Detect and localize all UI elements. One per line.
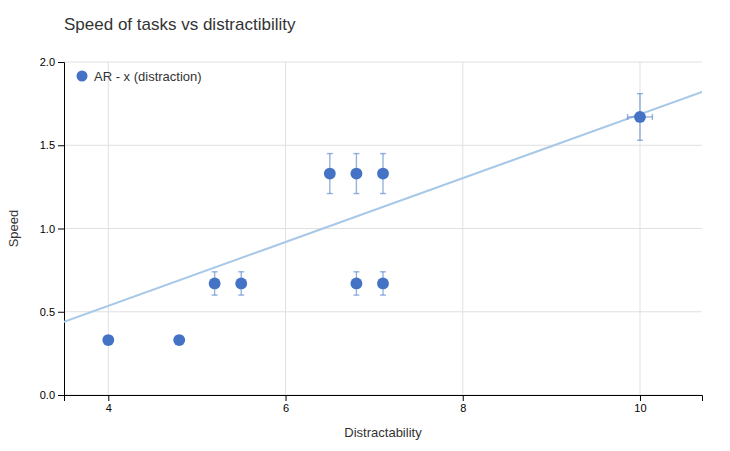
x-tick-label: 6 xyxy=(283,402,289,414)
error-bar-cap xyxy=(212,294,218,295)
error-bar-cap xyxy=(238,271,244,272)
legend-label: AR - x (distraction) xyxy=(94,69,202,84)
y-tick-mark xyxy=(58,312,64,313)
legend-swatch xyxy=(77,71,88,82)
y-axis: 0.0 0.5 1.0 1.5 2.0 xyxy=(40,56,65,401)
x-tick-mark xyxy=(640,395,641,401)
x-tick-label: 4 xyxy=(106,402,112,414)
y-tick: 2.0 xyxy=(40,56,64,68)
error-bar-cap xyxy=(327,193,333,194)
y-tick: 0.5 xyxy=(40,306,64,318)
y-axis-line xyxy=(58,63,65,396)
point xyxy=(377,168,389,180)
point xyxy=(235,278,247,290)
error-bar-cap xyxy=(380,153,386,154)
error-bar-cap xyxy=(327,153,333,154)
legend: AR - x (distraction) xyxy=(77,69,202,84)
error-bar-cap xyxy=(353,294,359,295)
error-bars xyxy=(105,94,652,344)
grid-line-y xyxy=(64,62,702,63)
error-bar-cap xyxy=(380,193,386,194)
x-tick-mark xyxy=(108,395,109,401)
x-tick: 10 xyxy=(634,395,646,414)
y-tick-label: 0.5 xyxy=(40,306,55,318)
trendline xyxy=(64,92,702,322)
error-bar-cap xyxy=(238,294,244,295)
grid-line-y xyxy=(64,311,702,312)
y-tick-label: 1.5 xyxy=(40,139,55,151)
x-tick: 8 xyxy=(460,395,466,414)
x-tick: 4 xyxy=(106,395,112,414)
plot: 4 6 8 10 0.0 0.5 1.0 1.5 2.0 xyxy=(40,56,703,414)
y-tick-label: 0.0 xyxy=(40,389,55,401)
y-tick-label: 1.0 xyxy=(40,223,55,235)
error-bar-cap xyxy=(380,271,386,272)
error-bar-cap xyxy=(212,271,218,272)
legend-item: AR - x (distraction) xyxy=(77,69,202,84)
chart: 4 6 8 10 0.0 0.5 1.0 1.5 2.0 Speed of tasks vs di… xyxy=(0,0,730,451)
y-tick-mark xyxy=(58,395,64,396)
x-axis-label: Distractability xyxy=(344,425,422,440)
point xyxy=(377,278,389,290)
point xyxy=(350,278,362,290)
point xyxy=(634,111,646,123)
grid-line-y xyxy=(64,145,702,146)
y-tick: 0.0 xyxy=(40,389,64,401)
error-bar-cap xyxy=(353,193,359,194)
marks xyxy=(64,92,702,346)
x-tick-label: 8 xyxy=(460,402,466,414)
y-tick-mark xyxy=(58,62,64,63)
x-axis: 4 6 8 10 xyxy=(65,395,703,414)
points xyxy=(102,111,646,346)
error-bar-cap xyxy=(353,271,359,272)
error-bar-cap xyxy=(353,153,359,154)
grid xyxy=(64,62,702,395)
y-tick: 1.0 xyxy=(40,223,64,235)
point xyxy=(173,334,185,346)
y-axis-label: Speed xyxy=(6,210,21,248)
point xyxy=(209,278,221,290)
error-bar-cap xyxy=(637,93,643,94)
y-tick-label: 2.0 xyxy=(40,56,55,68)
point xyxy=(350,168,362,180)
x-tick-mark xyxy=(286,395,287,401)
grid-line-y xyxy=(64,228,702,229)
x-tick: 6 xyxy=(283,395,289,414)
error-bar-cap xyxy=(652,114,653,120)
point xyxy=(324,168,336,180)
point xyxy=(102,334,114,346)
y-tick-mark xyxy=(58,145,64,146)
title: Speed of tasks vs distractibility xyxy=(64,15,296,34)
error-bar-cap xyxy=(627,114,628,120)
x-tick-mark xyxy=(463,395,464,401)
x-axis-line xyxy=(65,396,703,402)
x-tick-label: 10 xyxy=(634,402,646,414)
error-bar-cap xyxy=(637,140,643,141)
y-tick: 1.5 xyxy=(40,139,64,151)
error-bar-cap xyxy=(380,294,386,295)
y-tick-mark xyxy=(58,229,64,230)
